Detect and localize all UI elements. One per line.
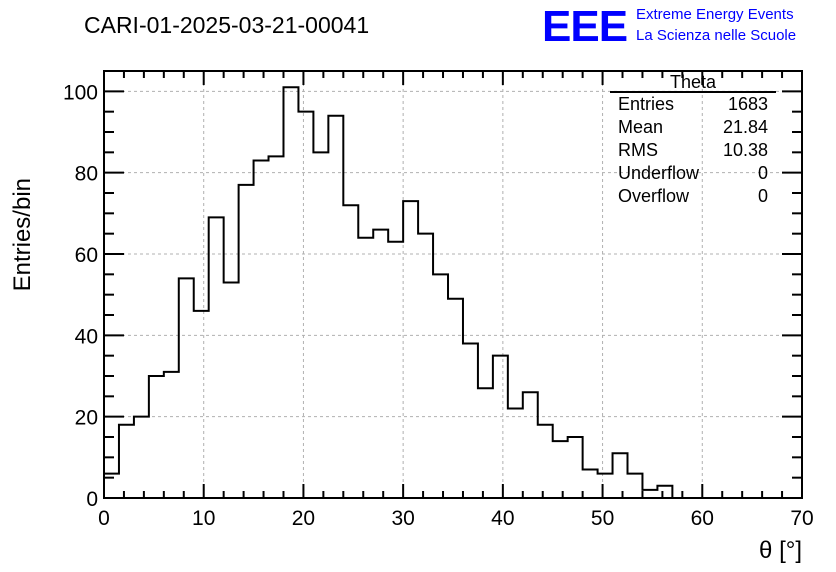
histogram-bin bbox=[388, 242, 403, 498]
stats-value: 10.38 bbox=[723, 140, 768, 160]
stats-label: RMS bbox=[618, 140, 658, 160]
histogram-bin bbox=[493, 356, 508, 498]
stats-label: Entries bbox=[618, 94, 674, 114]
logo-line-1: Extreme Energy Events bbox=[636, 6, 794, 23]
y-tick-label: 100 bbox=[63, 81, 98, 104]
histogram-bin bbox=[553, 441, 568, 498]
histogram-bin bbox=[508, 409, 523, 498]
logo-line-2: La Scienza nelle Scuole bbox=[636, 27, 796, 44]
x-tick-label: 0 bbox=[98, 507, 110, 530]
eee-logo: EEE bbox=[542, 2, 627, 51]
histogram-bin bbox=[298, 112, 313, 498]
stats-label: Underflow bbox=[618, 163, 700, 183]
histogram-bin bbox=[149, 376, 164, 498]
stats-value: 0 bbox=[758, 186, 768, 206]
histogram-bin bbox=[358, 238, 373, 498]
y-tick-label: 80 bbox=[75, 163, 98, 186]
grid-lines bbox=[104, 71, 802, 498]
stats-value: 0 bbox=[758, 163, 768, 183]
histogram-bin bbox=[613, 453, 628, 498]
x-tick-labels: 0 10 20 30 40 50 60 70 bbox=[98, 507, 814, 530]
histogram-bin bbox=[224, 282, 239, 498]
histogram-bin bbox=[283, 87, 298, 498]
histogram-bin bbox=[478, 388, 493, 498]
histogram-bars bbox=[104, 87, 672, 498]
histogram-bin bbox=[598, 474, 613, 498]
y-tick-labels: 0 20 40 60 80 100 bbox=[63, 81, 98, 511]
chart-title: CARI-01-2025-03-21-00041 bbox=[84, 12, 369, 38]
y-tick-label: 60 bbox=[75, 244, 98, 267]
stats-label: Mean bbox=[618, 117, 663, 137]
histogram-bin bbox=[134, 417, 149, 498]
histogram-bin bbox=[628, 474, 643, 498]
histogram-bin bbox=[179, 278, 194, 498]
x-axis-title: θ [°] bbox=[759, 537, 802, 564]
histogram-bin bbox=[164, 372, 179, 498]
histogram-bin bbox=[418, 234, 433, 498]
histogram-bin bbox=[373, 230, 388, 498]
histogram-bin bbox=[642, 490, 657, 498]
stats-rows: Entries 1683 Mean 21.84 RMS 10.38 Underflow 0 Ov… bbox=[618, 94, 768, 206]
histogram-bin bbox=[523, 392, 538, 498]
histogram-bin bbox=[463, 343, 478, 498]
x-tick-label: 30 bbox=[391, 507, 414, 530]
stats-label: Overflow bbox=[618, 186, 690, 206]
x-tick-label: 10 bbox=[192, 507, 215, 530]
stats-box: Theta Entries 1683 Mean 21.84 RMS 10.38 Underf… bbox=[610, 72, 776, 206]
histogram-outline bbox=[103, 86, 688, 499]
x-tick-label: 40 bbox=[491, 507, 514, 530]
histogram-bin bbox=[119, 425, 134, 498]
y-axis-title: Entries/bin bbox=[9, 178, 36, 291]
stats-title: Theta bbox=[670, 72, 717, 92]
x-tick-label: 50 bbox=[591, 507, 614, 530]
histogram-bin bbox=[343, 205, 358, 498]
stats-value: 1683 bbox=[728, 94, 768, 114]
histogram-bin bbox=[194, 311, 209, 498]
y-tick-label: 20 bbox=[75, 407, 98, 430]
histogram-bin bbox=[568, 437, 583, 498]
histogram-bin bbox=[239, 185, 254, 498]
axis-ticks bbox=[103, 70, 803, 499]
y-tick-label: 0 bbox=[86, 488, 98, 511]
histogram-bin bbox=[538, 425, 553, 498]
histogram-bin bbox=[328, 116, 343, 498]
histogram-bin bbox=[209, 217, 224, 498]
histogram-bin bbox=[403, 201, 418, 498]
histogram-bin bbox=[269, 156, 284, 498]
histogram-bin bbox=[254, 160, 269, 498]
x-tick-label: 20 bbox=[292, 507, 315, 530]
histogram-bin bbox=[433, 274, 448, 498]
y-tick-label: 40 bbox=[75, 325, 98, 348]
x-tick-label: 60 bbox=[691, 507, 714, 530]
x-tick-label: 70 bbox=[790, 507, 813, 530]
histogram-bin bbox=[313, 152, 328, 498]
histogram-bin bbox=[448, 299, 463, 498]
plot-frame bbox=[103, 70, 803, 499]
histogram-bin bbox=[657, 486, 672, 498]
stats-value: 21.84 bbox=[723, 117, 768, 137]
histogram-bin bbox=[583, 470, 598, 498]
